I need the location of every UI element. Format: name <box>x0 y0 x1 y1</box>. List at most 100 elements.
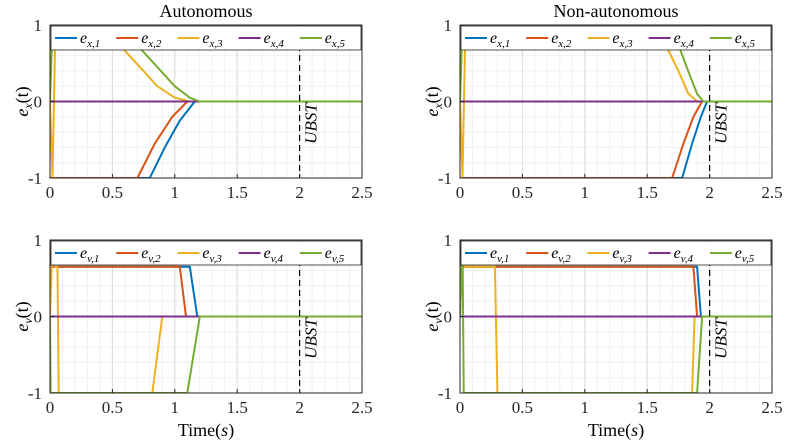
legend-label-sub: x,2 <box>147 38 162 50</box>
legend-label-main: e <box>325 30 332 47</box>
y-axis-label-sub: v <box>21 318 35 324</box>
x-tick-label: 0 <box>46 398 55 417</box>
legend-label-2: ev,2 <box>141 245 161 265</box>
x-tick-label: 2.5 <box>761 183 782 202</box>
legend-label-1: ex,1 <box>490 30 510 50</box>
y-axis-label-main: e <box>12 109 32 117</box>
x-tick-label: 2 <box>295 183 304 202</box>
legend-label-main: e <box>141 30 148 47</box>
legend-label-sub: v,2 <box>558 253 571 265</box>
legend: ex,1 ex,2 ex,3 ex,4 ex,5 <box>460 25 772 51</box>
x-tick-label: 0.5 <box>102 183 123 202</box>
x-tick-label: 0.5 <box>512 398 533 417</box>
legend-label-4: ev,4 <box>264 245 284 265</box>
x-axis-label-tail: ) <box>638 420 644 441</box>
legend-label-5: ex,5 <box>735 30 756 50</box>
legend-label-3: ex,3 <box>612 30 633 50</box>
legend-label-sub: v,5 <box>742 253 755 265</box>
x-axis-label-var: s <box>631 420 638 440</box>
y-axis-label-sub: x <box>431 103 445 110</box>
legend-label-sub: v,1 <box>87 253 99 265</box>
legend-label-sub: v,4 <box>271 253 284 265</box>
y-tick-label: -1 <box>28 384 42 403</box>
legend-label-sub: v,3 <box>620 253 633 265</box>
y-tick-label: -1 <box>28 169 42 188</box>
y-axis-label-main: e <box>422 324 442 332</box>
legend-label-2: ex,2 <box>141 30 162 50</box>
x-tick-label: 2.5 <box>351 183 372 202</box>
legend-label-main: e <box>202 245 209 262</box>
legend-label-main: e <box>674 245 681 262</box>
y-tick-label: -1 <box>438 384 452 403</box>
x-tick-label: 2.5 <box>761 398 782 417</box>
legend-label-sub: x,4 <box>680 38 695 50</box>
legend-label-sub: x,2 <box>557 38 572 50</box>
x-tick-label: 2 <box>705 183 714 202</box>
x-tick-label: 2 <box>295 398 304 417</box>
legend-label-main: e <box>490 245 497 262</box>
y-tick-label: 1 <box>34 231 43 250</box>
x-axis-label-main: Time( <box>588 420 631 441</box>
x-tick-label: 1 <box>581 183 590 202</box>
legend-label-2: ev,2 <box>551 245 571 265</box>
y-axis-label-sub: x <box>21 103 35 110</box>
legend-label-5: ev,5 <box>735 245 755 265</box>
legend-label-sub: v,4 <box>681 253 694 265</box>
ubst-label: UBST <box>712 317 731 359</box>
x-tick-label: 1.5 <box>227 183 248 202</box>
y-axis-label-sub: v <box>431 318 445 324</box>
y-tick-label: -1 <box>438 169 452 188</box>
legend-label-1: ex,1 <box>80 30 100 50</box>
y-axis-label: ev(t) <box>422 301 445 331</box>
x-tick-label: 2.5 <box>351 398 372 417</box>
ubst-label: UBST <box>712 102 731 144</box>
chart-title: Autonomous <box>159 1 252 21</box>
legend-label-main: e <box>264 30 271 47</box>
legend-label-main: e <box>202 30 209 47</box>
y-tick-label: 1 <box>444 16 453 35</box>
x-tick-label: 1 <box>171 398 180 417</box>
x-axis-label: Time(s) <box>178 420 234 441</box>
y-tick-label: 1 <box>34 16 43 35</box>
ubst-label: UBST <box>302 317 321 359</box>
legend: ex,1 ex,2 ex,3 ex,4 ex,5 <box>50 25 362 51</box>
series-line-5 <box>460 240 772 393</box>
legend-label-1: ev,1 <box>490 245 509 265</box>
legend-label-sub: x,5 <box>741 38 756 50</box>
legend-label-main: e <box>141 245 148 262</box>
x-tick-label: 1 <box>171 183 180 202</box>
legend-label-sub: v,3 <box>210 253 223 265</box>
x-tick-label: 1.5 <box>227 398 248 417</box>
legend-label-sub: v,1 <box>497 253 509 265</box>
legend-label-sub: x,1 <box>86 38 100 50</box>
legend: ev,1 ev,2 ev,3 ev,4 ev,5 <box>50 240 362 266</box>
x-tick-label: 1.5 <box>637 398 658 417</box>
series-line-3 <box>460 47 772 178</box>
legend-label-5: ev,5 <box>325 245 345 265</box>
legend-label-3: ex,3 <box>202 30 223 50</box>
legend-label-main: e <box>612 30 619 47</box>
legend-label-3: ev,3 <box>612 245 632 265</box>
legend-label-sub: x,4 <box>270 38 285 50</box>
y-tick-label: 0 <box>34 93 43 112</box>
y-axis-label-main: e <box>422 109 442 117</box>
x-axis-label-var: s <box>221 420 228 440</box>
legend-label-4: ex,4 <box>674 30 695 50</box>
legend-label-3: ev,3 <box>202 245 222 265</box>
x-tick-label: 1.5 <box>637 183 658 202</box>
legend-label-4: ev,4 <box>674 245 694 265</box>
y-axis-label: ex(t) <box>422 86 445 116</box>
legend-label-sub: x,1 <box>496 38 510 50</box>
legend-label-main: e <box>674 30 681 47</box>
ubst-label: UBST <box>302 102 321 144</box>
legend-label-sub: x,3 <box>619 38 634 50</box>
legend-label-sub: x,5 <box>331 38 346 50</box>
y-axis-label: ex(t) <box>12 86 35 116</box>
legend-label-4: ex,4 <box>264 30 285 50</box>
series-line-3 <box>50 47 362 178</box>
x-axis-label-main: Time( <box>178 420 221 441</box>
x-tick-label: 1 <box>581 398 590 417</box>
